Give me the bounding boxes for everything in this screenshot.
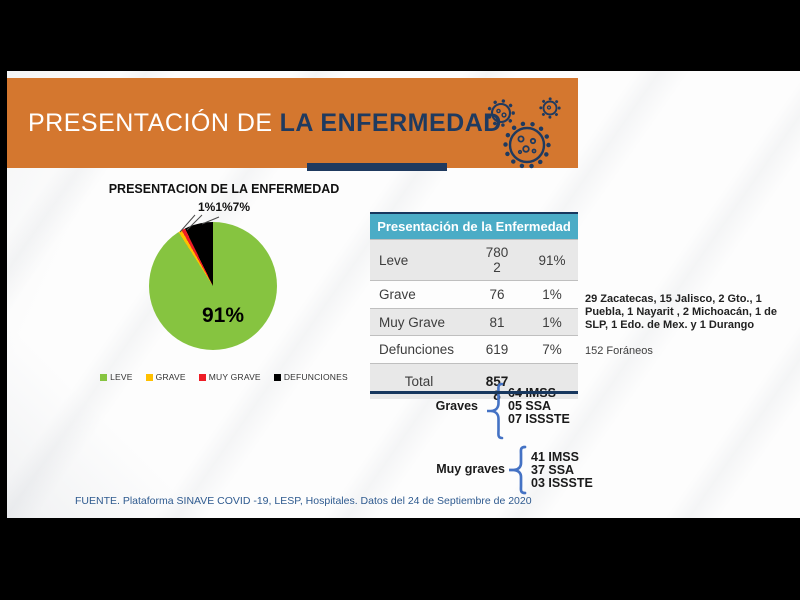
legend-swatch-leve [100,373,108,381]
pie-callout-label: 1%1%7% [197,200,251,214]
pie-percentage-label: 91% [201,304,245,327]
table-row: Defunciones 619 7% [370,335,578,363]
pie-leader-lines [179,214,220,233]
virus-icons [487,97,561,169]
muy-graves-breakdown: 41 IMSS 37 SSA 03 ISSSTE [531,450,593,490]
virus-icon-large [503,121,551,169]
legend-label: GRAVE [155,372,186,382]
legend-item-grave: GRAVE [145,372,186,382]
legend-swatch-grave [145,373,153,381]
legend-label: DEFUNCIONES [283,372,348,382]
legend-item-muy-grave: MUY GRAVE [198,372,261,382]
states-list: 29 Zacatecas, 15 Jalisco, 2 Gto., 1 Pueb… [585,293,777,331]
graves-brace [487,382,504,440]
table-row: Grave 76 1% [370,280,578,308]
pie-chart [149,222,277,350]
states-note: 29 Zacatecas, 15 Jalisco, 2 Gto., 1 Pueb… [585,293,785,357]
legend-label: LEVE [110,372,133,382]
banner-underline-bar [307,163,447,171]
pie-chart-block: PRESENTACION DE LA ENFERMEDAD 1%1%7% 91%… [83,178,365,393]
legend-swatch-muy-grave [198,373,206,381]
header-banner: PRESENTACIÓN DE LA ENFERMEDAD [7,78,578,169]
foraneos-count: 152 Foráneos [585,345,653,357]
muy-graves-brace [509,445,527,495]
table-header: Presentación de la Enfermedad [370,214,578,239]
disease-table: Presentación de la Enfermedad Leve 780 2… [370,212,578,402]
chart-legend: LEVE GRAVE MUY GRAVE DEFUNCIONES [83,372,365,382]
table-row: Leve 780 2 91% [370,239,578,280]
chart-title: PRESENTACION DE LA ENFERMEDAD [108,182,340,196]
virus-icon-small-right [539,97,561,119]
slide: PRESENTACIÓN DE LA ENFERMEDAD [7,71,800,518]
source-footnote: FUENTE. Plataforma SINAVE COVID -19, LES… [75,495,532,507]
page-title-light: PRESENTACIÓN DE [28,108,273,137]
legend-label: MUY GRAVE [208,372,261,382]
page-title-bold: LA ENFERMEDAD [279,108,502,137]
legend-item-leve: LEVE [100,372,133,382]
graves-label: Graves [435,399,478,413]
legend-swatch-defunciones [273,373,281,381]
legend-item-defunciones: DEFUNCIONES [273,372,348,382]
table-bottom-border [370,391,578,394]
virus-icon-small-left [487,99,515,127]
muy-graves-label: Muy graves [436,462,505,476]
table-row: Muy Grave 81 1% [370,308,578,335]
